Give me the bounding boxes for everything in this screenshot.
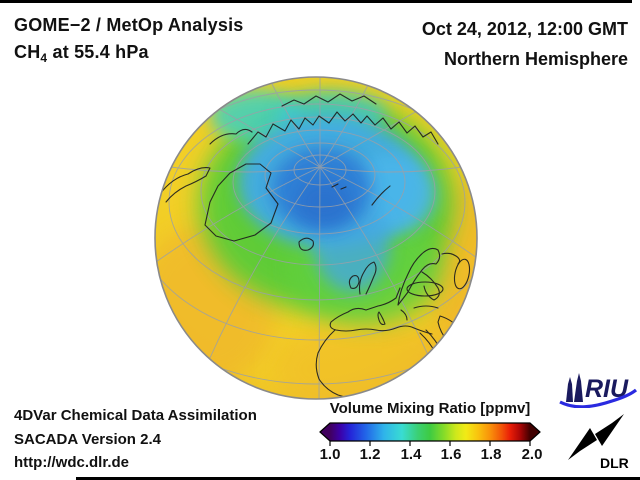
hemisphere-label: Northern Hemisphere bbox=[443, 49, 628, 69]
graticule bbox=[155, 77, 477, 399]
species-level-line: CH4 at 55.4 hPa bbox=[14, 39, 244, 72]
globe-rim bbox=[154, 76, 478, 400]
colorbar-gradient-arrow bbox=[319, 422, 541, 442]
colorbar bbox=[319, 422, 541, 446]
ch4-field bbox=[155, 77, 477, 399]
credit-assimilation: 4DVar Chemical Data Assimilation bbox=[14, 407, 257, 424]
globe-map bbox=[154, 76, 478, 400]
dlr-logo: DLR bbox=[568, 414, 629, 471]
cathedral-icon bbox=[566, 373, 583, 402]
plot-title: GOME−2 / MetOp Analysis bbox=[14, 15, 244, 35]
riu-logo: RIU bbox=[559, 373, 638, 408]
pressure-level: at 55.4 hPa bbox=[47, 42, 149, 62]
colorbar-tick-label: 1.2 bbox=[359, 446, 381, 463]
colorbar-ticks bbox=[329, 441, 531, 446]
colorbar-title: Volume Mixing Ratio [ppmv] bbox=[329, 400, 531, 417]
field-blue-core-dark bbox=[296, 178, 352, 226]
species-symbol: CH bbox=[14, 42, 41, 62]
riu-swoosh bbox=[559, 388, 638, 408]
datetime-label: Oct 24, 2012, 12:00 GMT bbox=[421, 19, 628, 39]
credits-block: 4DVar Chemical Data Assimilation SACADA … bbox=[14, 404, 257, 475]
colorbar-tick-label: 1.6 bbox=[440, 446, 462, 463]
dlr-logo-text: DLR bbox=[600, 455, 629, 471]
header-right: Oct 24, 2012, 12:00 GMT Northern Hemisph… bbox=[422, 14, 628, 74]
species-subscript: 4 bbox=[40, 51, 48, 65]
colorbar-tick-label: 1.4 bbox=[400, 446, 422, 463]
bottom-border-line bbox=[76, 477, 640, 480]
credit-url: http://wdc.dlr.de bbox=[14, 454, 129, 471]
dlr-mark-icon bbox=[568, 414, 624, 460]
colorbar-tick-label: 1.0 bbox=[319, 446, 341, 463]
credit-version: SACADA Version 2.4 bbox=[14, 430, 161, 448]
header-left: GOME−2 / MetOp Analysis CH4 at 55.4 hPa bbox=[14, 12, 244, 72]
coastlines bbox=[159, 93, 471, 399]
colorbar-tick-label: 1.8 bbox=[480, 446, 502, 463]
top-border-line bbox=[0, 0, 632, 3]
colorbar-tick-label: 2.0 bbox=[521, 446, 543, 463]
